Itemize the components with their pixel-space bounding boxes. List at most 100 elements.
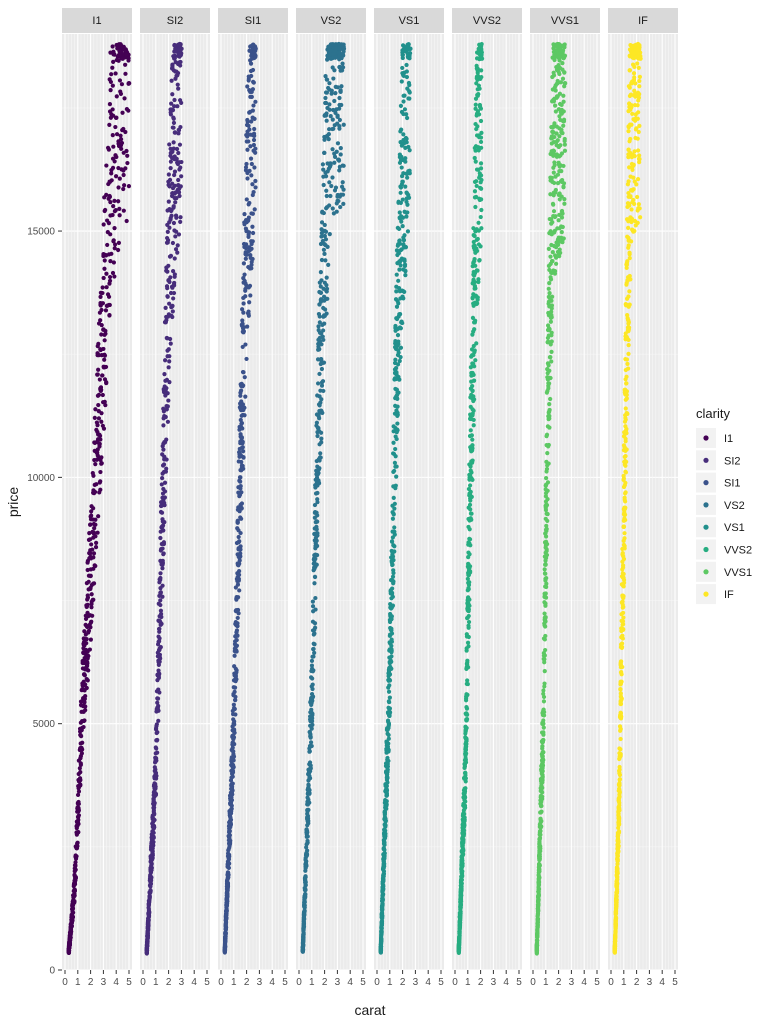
data-point-si1	[252, 165, 256, 169]
data-point-vs2	[325, 205, 329, 209]
data-point-vs2	[307, 791, 311, 795]
data-point-si1	[238, 475, 243, 480]
data-point-si1	[238, 531, 242, 535]
data-point-si1	[250, 225, 254, 229]
data-point-vvs2	[479, 161, 483, 165]
data-point-vvs2	[468, 543, 472, 547]
data-point-si1	[237, 535, 241, 539]
data-point-vs2	[311, 620, 315, 624]
data-point-si1	[239, 484, 243, 488]
data-point-vvs2	[475, 184, 479, 188]
data-point-vvs2	[457, 948, 462, 953]
data-point-i1	[98, 437, 102, 441]
data-point-si2	[151, 818, 155, 822]
data-point-vvs2	[471, 316, 475, 320]
data-point-i1	[85, 597, 89, 601]
data-point-si2	[174, 190, 178, 194]
data-point-vs2	[315, 412, 319, 416]
data-point-vs2	[337, 127, 341, 131]
data-point-vs2	[319, 270, 323, 274]
data-point-vs2	[315, 527, 319, 531]
data-point-si1	[245, 148, 249, 152]
data-point-vs2	[315, 563, 319, 567]
data-point-vvs2	[462, 766, 466, 770]
data-point-i1	[122, 151, 126, 155]
data-point-vvs2	[464, 698, 468, 702]
data-point-si2	[171, 309, 175, 313]
data-point-vs2	[337, 57, 341, 61]
data-point-si1	[231, 734, 235, 738]
data-point-si2	[168, 337, 172, 341]
data-point-vs2	[338, 65, 342, 69]
data-point-vs2	[321, 239, 325, 243]
data-point-si1	[246, 139, 250, 143]
data-point-si1	[245, 176, 249, 180]
data-point-i1	[88, 574, 93, 579]
data-point-si1	[238, 554, 242, 558]
data-point-si2	[172, 104, 176, 108]
x-tick-label: 3	[335, 977, 341, 988]
data-point-i1	[74, 876, 78, 880]
data-point-vvs2	[480, 56, 485, 61]
x-tick-label: 3	[179, 977, 185, 988]
data-point-si2	[179, 53, 183, 57]
data-point-i1	[86, 593, 90, 597]
data-point-si1	[234, 608, 238, 612]
data-point-vs1	[392, 469, 396, 473]
data-point-vvs1	[545, 467, 549, 471]
data-point-vvs2	[479, 187, 483, 191]
data-point-vvs2	[472, 423, 476, 427]
data-point-vs1	[395, 305, 399, 309]
data-point-i1	[117, 48, 121, 52]
data-point-i1	[108, 200, 112, 204]
data-point-vs2	[329, 56, 334, 61]
data-point-vvs2	[469, 516, 473, 520]
data-point-si2	[161, 442, 165, 446]
data-point-si1	[225, 893, 229, 897]
data-point-vvs1	[546, 424, 550, 428]
data-point-vs2	[317, 457, 321, 461]
data-point-si1	[225, 882, 229, 886]
data-point-si2	[149, 844, 153, 848]
data-point-vs1	[381, 867, 385, 871]
data-point-vvs1	[560, 230, 564, 234]
data-point-vs1	[391, 517, 395, 521]
data-point-si1	[235, 541, 239, 545]
data-point-vs1	[382, 840, 386, 844]
data-point-si2	[174, 60, 178, 64]
data-point-i1	[125, 219, 129, 223]
data-point-vs1	[390, 550, 394, 554]
data-point-si1	[223, 939, 227, 943]
data-point-vs2	[301, 939, 305, 943]
data-point-vs2	[327, 167, 331, 171]
x-tick-label: 4	[347, 977, 353, 988]
data-point-si2	[171, 126, 175, 130]
data-point-vs2	[316, 381, 320, 385]
data-point-vs2	[331, 117, 335, 121]
data-point-si2	[161, 423, 165, 427]
data-point-vs2	[323, 258, 327, 262]
data-point-vs2	[325, 119, 329, 123]
data-point-si1	[248, 110, 252, 114]
data-point-vs1	[383, 820, 387, 824]
data-point-vs2	[333, 188, 337, 192]
data-point-si2	[161, 448, 165, 452]
data-point-i1	[120, 141, 124, 145]
data-point-vvs2	[467, 506, 471, 510]
data-point-si1	[242, 273, 246, 277]
data-point-vs2	[309, 675, 313, 679]
x-tick-label: 2	[88, 977, 94, 988]
data-point-i1	[108, 77, 112, 81]
data-point-i1	[112, 226, 116, 230]
data-point-i1	[118, 134, 122, 138]
data-point-i1	[122, 209, 126, 213]
data-point-si1	[246, 309, 250, 313]
data-point-i1	[122, 96, 126, 100]
data-point-vvs1	[562, 70, 566, 74]
data-point-vvs1	[556, 94, 560, 98]
data-point-i1	[77, 808, 81, 812]
data-point-si2	[161, 407, 165, 411]
data-point-si1	[232, 664, 236, 668]
data-point-si2	[171, 241, 175, 245]
data-point-si2	[147, 891, 151, 895]
